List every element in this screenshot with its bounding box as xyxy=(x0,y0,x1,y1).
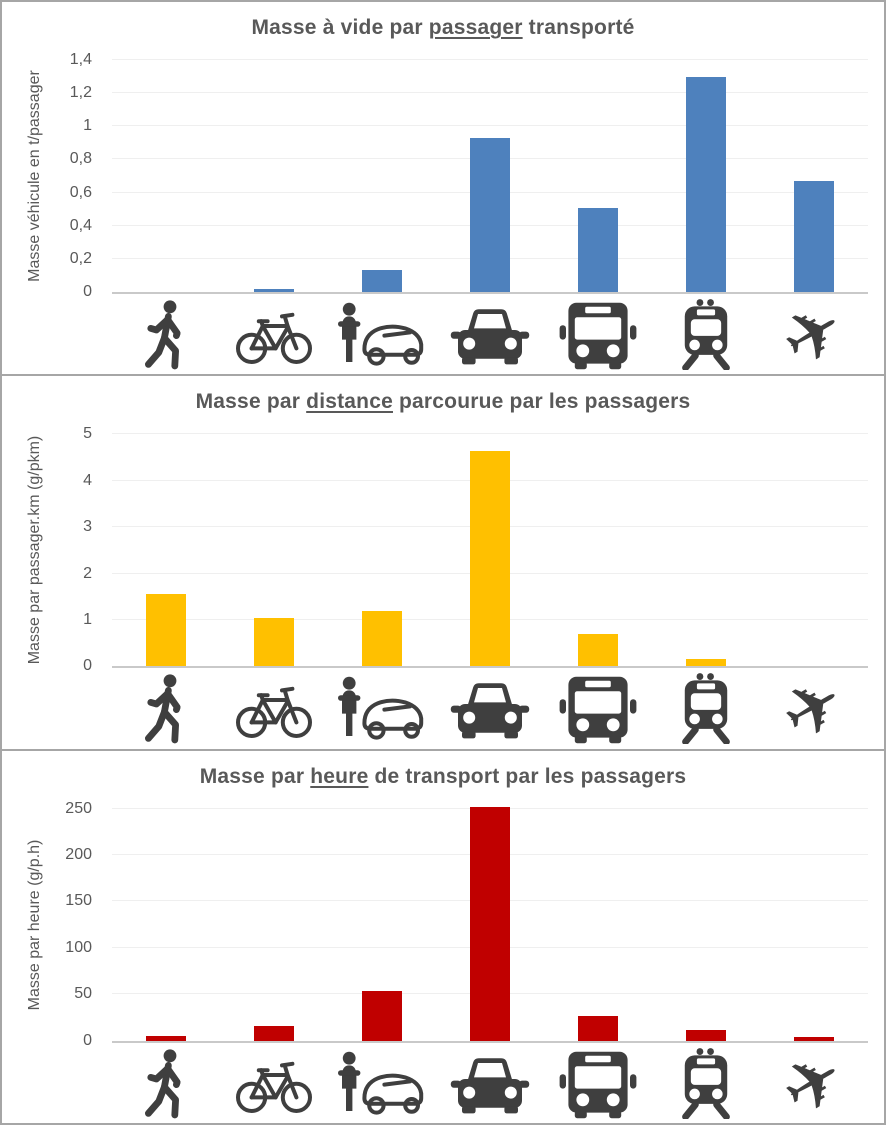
y-tick-label: 0,8 xyxy=(69,150,92,168)
chart-title-text: transporté xyxy=(522,16,635,39)
chart-panel-mass-per-hour: Masse par heure de transport par les pas… xyxy=(2,750,884,1123)
y-tick-label: 50 xyxy=(74,985,92,1003)
y-tick-label: 1,2 xyxy=(69,84,92,102)
bar-airplane xyxy=(794,1036,834,1041)
y-axis-ticks: 0 50 100 150 200 250 xyxy=(2,800,102,1049)
gridline xyxy=(112,125,868,127)
y-tick-label: 0,4 xyxy=(69,216,92,234)
chart-title-text: Masse par xyxy=(195,390,307,414)
velomobile-icon xyxy=(328,298,436,370)
bar-tram xyxy=(686,76,726,292)
airplane-icon xyxy=(760,298,868,370)
plot-area xyxy=(112,806,868,1043)
y-tick-label: 3 xyxy=(83,518,92,536)
bar-pedestrian xyxy=(146,594,186,667)
bus-icon xyxy=(544,1047,652,1119)
bar-bicycle xyxy=(254,617,294,667)
bus-icon xyxy=(544,298,652,370)
airplane-icon xyxy=(760,672,868,744)
category-icons-row xyxy=(112,1047,868,1119)
chart-title: Masse par distance parcourue par les pas… xyxy=(2,390,884,414)
bar-bus xyxy=(578,1015,618,1041)
chart-panel-mass-per-distance: Masse par distance parcourue par les pas… xyxy=(2,376,884,750)
bicycle-icon xyxy=(220,298,328,370)
chart-title-text: Masse par xyxy=(199,764,311,788)
car-icon xyxy=(436,1047,544,1119)
y-tick-label: 0,2 xyxy=(69,249,92,267)
pedestrian-icon xyxy=(112,1047,220,1119)
bar-bicycle xyxy=(254,1025,294,1041)
bar-airplane xyxy=(794,180,834,292)
bar-tram xyxy=(686,659,726,667)
bar-tram xyxy=(686,1030,726,1041)
y-tick-label: 4 xyxy=(83,471,92,489)
bar-velomobile xyxy=(362,991,402,1041)
bar-velomobile xyxy=(362,610,402,667)
y-tick-label: 0 xyxy=(83,283,92,300)
bar-car xyxy=(470,137,510,292)
plot-area xyxy=(112,433,868,669)
velomobile-icon xyxy=(328,1047,436,1119)
y-tick-label: 1 xyxy=(83,117,92,135)
y-tick-label: 1 xyxy=(83,610,92,628)
bar-bus xyxy=(578,207,618,292)
y-tick-label: 1,4 xyxy=(69,51,92,68)
car-icon xyxy=(436,672,544,744)
chart-title-underlined-word: heure xyxy=(310,764,369,788)
bicycle-icon xyxy=(220,1047,328,1119)
chart-title-text: parcourue par les passagers xyxy=(392,390,691,414)
chart-title: Masse par heure de transport par les pas… xyxy=(2,765,884,789)
airplane-icon xyxy=(760,1047,868,1119)
gridline xyxy=(112,59,868,60)
tram-icon xyxy=(652,672,760,744)
car-icon xyxy=(436,298,544,370)
y-axis-ticks: 0 0,2 0,4 0,6 0,8 1 1,2 1,4 xyxy=(2,51,102,300)
y-tick-label: 250 xyxy=(65,799,92,817)
category-icons-row xyxy=(112,672,868,744)
y-tick-label: 5 xyxy=(83,425,92,443)
y-tick-label: 100 xyxy=(65,938,92,956)
bar-pedestrian xyxy=(146,1036,186,1041)
gridline xyxy=(112,433,868,435)
bar-velomobile xyxy=(362,270,402,292)
plot-area xyxy=(112,59,868,294)
bus-icon xyxy=(544,672,652,744)
y-tick-label: 0 xyxy=(83,1031,92,1049)
chart-title-text: de transport par les passagers xyxy=(368,764,687,788)
gridline xyxy=(112,92,868,94)
bar-bicycle xyxy=(254,288,294,292)
chart-title-underlined-word: passager xyxy=(428,16,523,39)
pedestrian-icon xyxy=(112,672,220,744)
pedestrian-icon xyxy=(112,298,220,370)
bicycle-icon xyxy=(220,672,328,744)
chart-title: Masse à vide par passager transporté xyxy=(2,16,884,40)
tram-icon xyxy=(652,298,760,370)
bar-bus xyxy=(578,633,618,667)
y-tick-label: 150 xyxy=(65,892,92,910)
bar-car xyxy=(470,450,510,667)
chart-title-text: Masse à vide par xyxy=(251,16,429,39)
chart-title-underlined-word: distance xyxy=(306,390,393,414)
tram-icon xyxy=(652,1047,760,1119)
category-icons-row xyxy=(112,298,868,370)
y-tick-label: 0,6 xyxy=(69,183,92,201)
bar-car xyxy=(470,806,510,1041)
y-tick-label: 0 xyxy=(83,657,92,675)
y-axis-ticks: 0 1 2 3 4 5 xyxy=(2,425,102,674)
chart-panel-empty-mass-per-passenger: Masse à vide par passager transporté Mas… xyxy=(2,2,884,376)
velomobile-icon xyxy=(328,672,436,744)
y-tick-label: 200 xyxy=(65,846,92,864)
y-tick-label: 2 xyxy=(83,564,92,582)
